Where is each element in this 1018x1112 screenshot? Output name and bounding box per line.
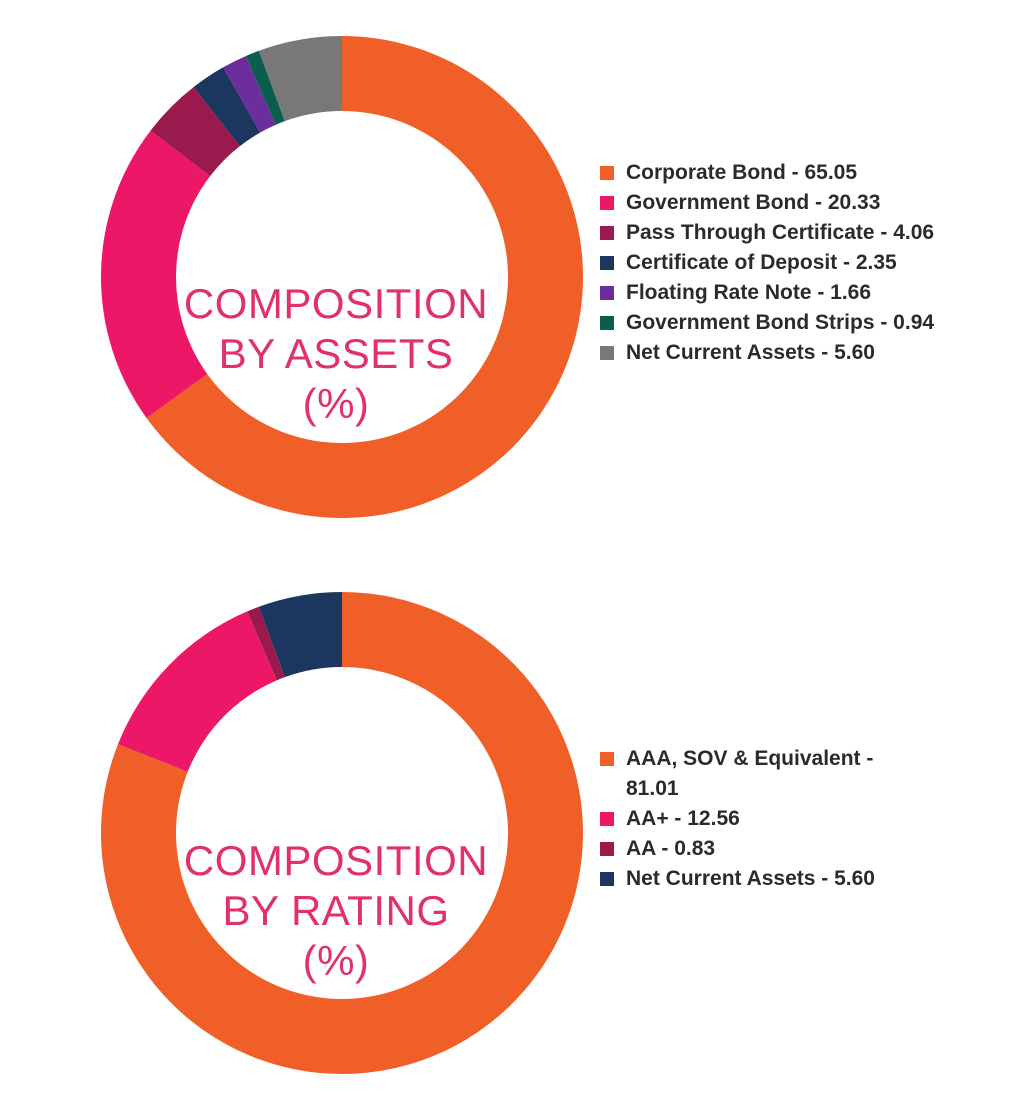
rating-chart: COMPOSITION BY RATING (%) AAA, SOV & Equ… — [0, 556, 1018, 1112]
legend-label: Net Current Assets - 5.60 — [626, 867, 875, 890]
legend-swatch — [600, 872, 614, 886]
legend-label: Government Bond - 20.33 — [626, 191, 881, 214]
legend-swatch — [600, 286, 614, 300]
slice-corporate-bond — [146, 36, 583, 518]
legend-label: AA+ - 12.56 — [626, 807, 740, 830]
legend-swatch — [600, 812, 614, 826]
assets-chart-title: COMPOSITION BY ASSETS (%) — [176, 279, 496, 429]
assets-chart: COMPOSITION BY ASSETS (%) Corporate Bond… — [100, 36, 934, 518]
legend-item: Net Current Assets - 5.60 — [600, 864, 920, 894]
slice-floating-rate-note — [223, 56, 276, 133]
assets-title-line-3: (%) — [302, 380, 370, 427]
assets-legend: Corporate Bond - 65.05 Government Bond -… — [600, 158, 934, 368]
legend-swatch — [600, 226, 614, 240]
legend-label: Net Current Assets - 5.60 — [626, 341, 875, 364]
legend-item: Net Current Assets - 5.60 — [600, 338, 934, 368]
legend-item: Pass Through Certificate - 4.06 — [600, 218, 934, 248]
legend-label: AAA, SOV & Equivalent - 81.01 — [626, 747, 874, 800]
legend-label: Government Bond Strips - 0.94 — [626, 311, 935, 334]
slice-net-current-assets — [258, 592, 342, 678]
legend-item: Corporate Bond - 65.05 — [600, 158, 934, 188]
slice-government-bond — [100, 130, 211, 418]
legend-item: Certificate of Deposit - 2.35 — [600, 248, 934, 278]
slice-aa — [117, 611, 277, 772]
legend-swatch — [600, 256, 614, 270]
legend-item: AA - 0.83 — [600, 834, 920, 864]
legend-label: Pass Through Certificate - 4.06 — [626, 221, 935, 244]
rating-chart-title: COMPOSITION BY RATING (%) — [176, 836, 496, 986]
legend-label: Floating Rate Note - 1.66 — [626, 281, 872, 304]
legend-swatch — [600, 316, 614, 330]
slice-certificate-of-deposit — [193, 67, 261, 147]
legend-swatch — [600, 166, 614, 180]
legend-label: Certificate of Deposit - 2.35 — [626, 251, 897, 274]
slice-government-bond-strips — [245, 50, 285, 125]
slice-pass-through-certificate — [150, 87, 240, 177]
rating-title-line-1: COMPOSITION — [183, 837, 489, 884]
legend-label: AA - 0.83 — [626, 837, 716, 860]
legend-item: Floating Rate Note - 1.66 — [600, 278, 934, 308]
assets-title-line-2: BY ASSETS — [218, 330, 454, 377]
legend-label: Corporate Bond - 65.05 — [626, 161, 858, 184]
legend-item: Government Bond - 20.33 — [600, 188, 934, 218]
rating-donut — [101, 592, 584, 1074]
legend-swatch — [600, 842, 614, 856]
legend-item: AAA, SOV & Equivalent - 81.01 — [600, 744, 920, 804]
assets-title-line-1: COMPOSITION — [183, 280, 489, 327]
legend-item: Government Bond Strips - 0.94 — [600, 308, 934, 338]
slice-aa — [247, 606, 285, 681]
slice-net-current-assets — [258, 36, 342, 122]
assets-donut — [100, 36, 583, 518]
legend-swatch — [600, 752, 614, 766]
rating-title-line-2: BY RATING — [222, 887, 450, 934]
legend-swatch — [600, 346, 614, 360]
rating-legend: AAA, SOV & Equivalent - 81.01 AA+ - 12.5… — [600, 744, 920, 894]
rating-title-line-3: (%) — [302, 937, 370, 984]
slice-aaa-sov-equivalent — [101, 592, 584, 1074]
legend-item: AA+ - 12.56 — [600, 804, 920, 834]
legend-swatch — [600, 196, 614, 210]
